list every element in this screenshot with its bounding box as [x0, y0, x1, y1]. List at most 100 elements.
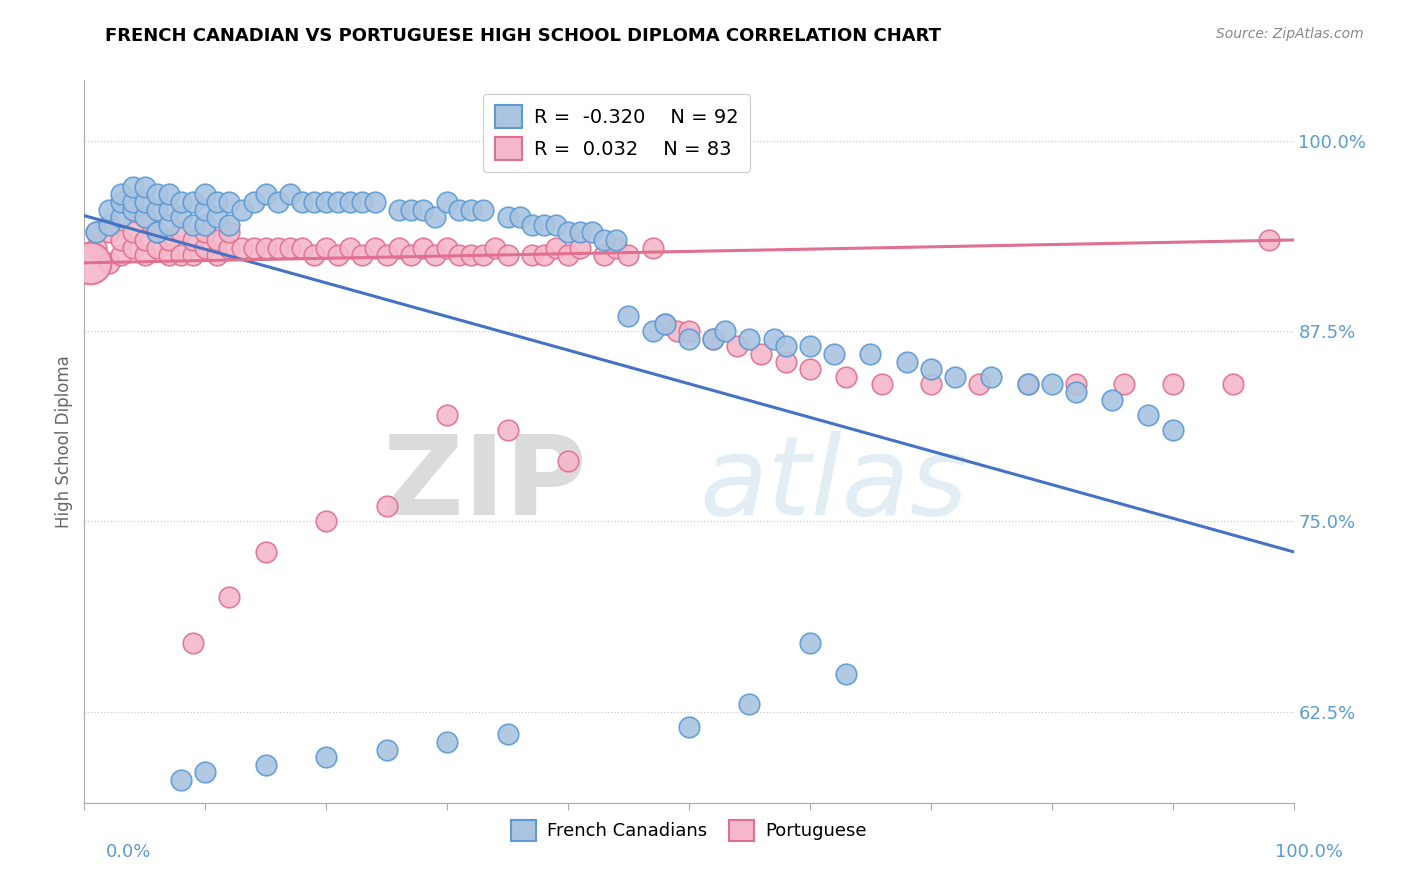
Point: [218, 194, 240, 209]
Point: [967, 377, 990, 392]
Point: [315, 241, 337, 255]
Point: [146, 226, 169, 240]
Point: [363, 194, 385, 209]
Point: [315, 194, 337, 209]
Point: [412, 241, 434, 255]
Point: [134, 210, 156, 224]
Point: [617, 309, 640, 323]
Point: [315, 750, 337, 764]
Point: [823, 347, 845, 361]
Point: [242, 194, 264, 209]
Point: [665, 324, 688, 338]
Point: [762, 332, 785, 346]
Point: [170, 248, 193, 262]
Point: [194, 202, 217, 217]
Text: ZIP: ZIP: [382, 432, 586, 539]
Point: [375, 248, 398, 262]
Point: [641, 241, 664, 255]
Point: [654, 317, 676, 331]
Point: [194, 226, 217, 240]
Point: [110, 210, 132, 224]
Point: [242, 241, 264, 255]
Point: [569, 226, 592, 240]
Point: [121, 241, 143, 255]
Point: [738, 697, 761, 711]
Point: [1161, 377, 1184, 392]
Point: [302, 248, 325, 262]
Point: [97, 256, 120, 270]
Point: [110, 194, 132, 209]
Point: [97, 202, 120, 217]
Point: [146, 241, 169, 255]
Point: [920, 377, 942, 392]
Point: [254, 187, 277, 202]
Point: [134, 210, 156, 224]
Point: [702, 332, 724, 346]
Point: [775, 339, 797, 353]
Point: [496, 727, 519, 741]
Point: [859, 347, 882, 361]
Y-axis label: High School Diploma: High School Diploma: [55, 355, 73, 528]
Point: [460, 248, 482, 262]
Point: [291, 194, 314, 209]
Point: [110, 233, 132, 247]
Point: [423, 210, 446, 224]
Point: [110, 248, 132, 262]
Point: [231, 202, 253, 217]
Point: [388, 202, 411, 217]
Point: [86, 226, 108, 240]
Point: [678, 720, 700, 734]
Point: [254, 241, 277, 255]
Text: Source: ZipAtlas.com: Source: ZipAtlas.com: [1216, 27, 1364, 41]
Point: [328, 248, 350, 262]
Point: [146, 187, 169, 202]
Point: [557, 248, 579, 262]
Point: [218, 591, 240, 605]
Point: [799, 636, 821, 650]
Point: [218, 226, 240, 240]
Point: [496, 210, 519, 224]
Point: [157, 233, 180, 247]
Point: [702, 332, 724, 346]
Point: [581, 226, 603, 240]
Point: [291, 241, 314, 255]
Point: [207, 210, 229, 224]
Point: [872, 377, 894, 392]
Point: [1137, 408, 1160, 422]
Point: [1101, 392, 1123, 407]
Point: [605, 233, 627, 247]
Point: [1064, 385, 1087, 400]
Point: [328, 194, 350, 209]
Point: [315, 515, 337, 529]
Point: [1017, 377, 1039, 392]
Point: [436, 735, 458, 749]
Point: [121, 194, 143, 209]
Point: [1064, 377, 1087, 392]
Point: [278, 187, 301, 202]
Point: [520, 248, 543, 262]
Point: [146, 226, 169, 240]
Point: [449, 248, 471, 262]
Point: [472, 202, 495, 217]
Point: [267, 194, 290, 209]
Point: [412, 202, 434, 217]
Point: [496, 423, 519, 437]
Point: [181, 248, 204, 262]
Point: [181, 233, 204, 247]
Point: [134, 194, 156, 209]
Point: [121, 179, 143, 194]
Point: [835, 370, 858, 384]
Point: [484, 241, 506, 255]
Point: [569, 241, 592, 255]
Point: [157, 248, 180, 262]
Point: [375, 499, 398, 513]
Point: [218, 241, 240, 255]
Point: [449, 202, 471, 217]
Point: [436, 408, 458, 422]
Text: 0.0%: 0.0%: [105, 843, 150, 861]
Point: [641, 324, 664, 338]
Point: [97, 226, 120, 240]
Point: [254, 545, 277, 559]
Point: [363, 241, 385, 255]
Point: [557, 453, 579, 467]
